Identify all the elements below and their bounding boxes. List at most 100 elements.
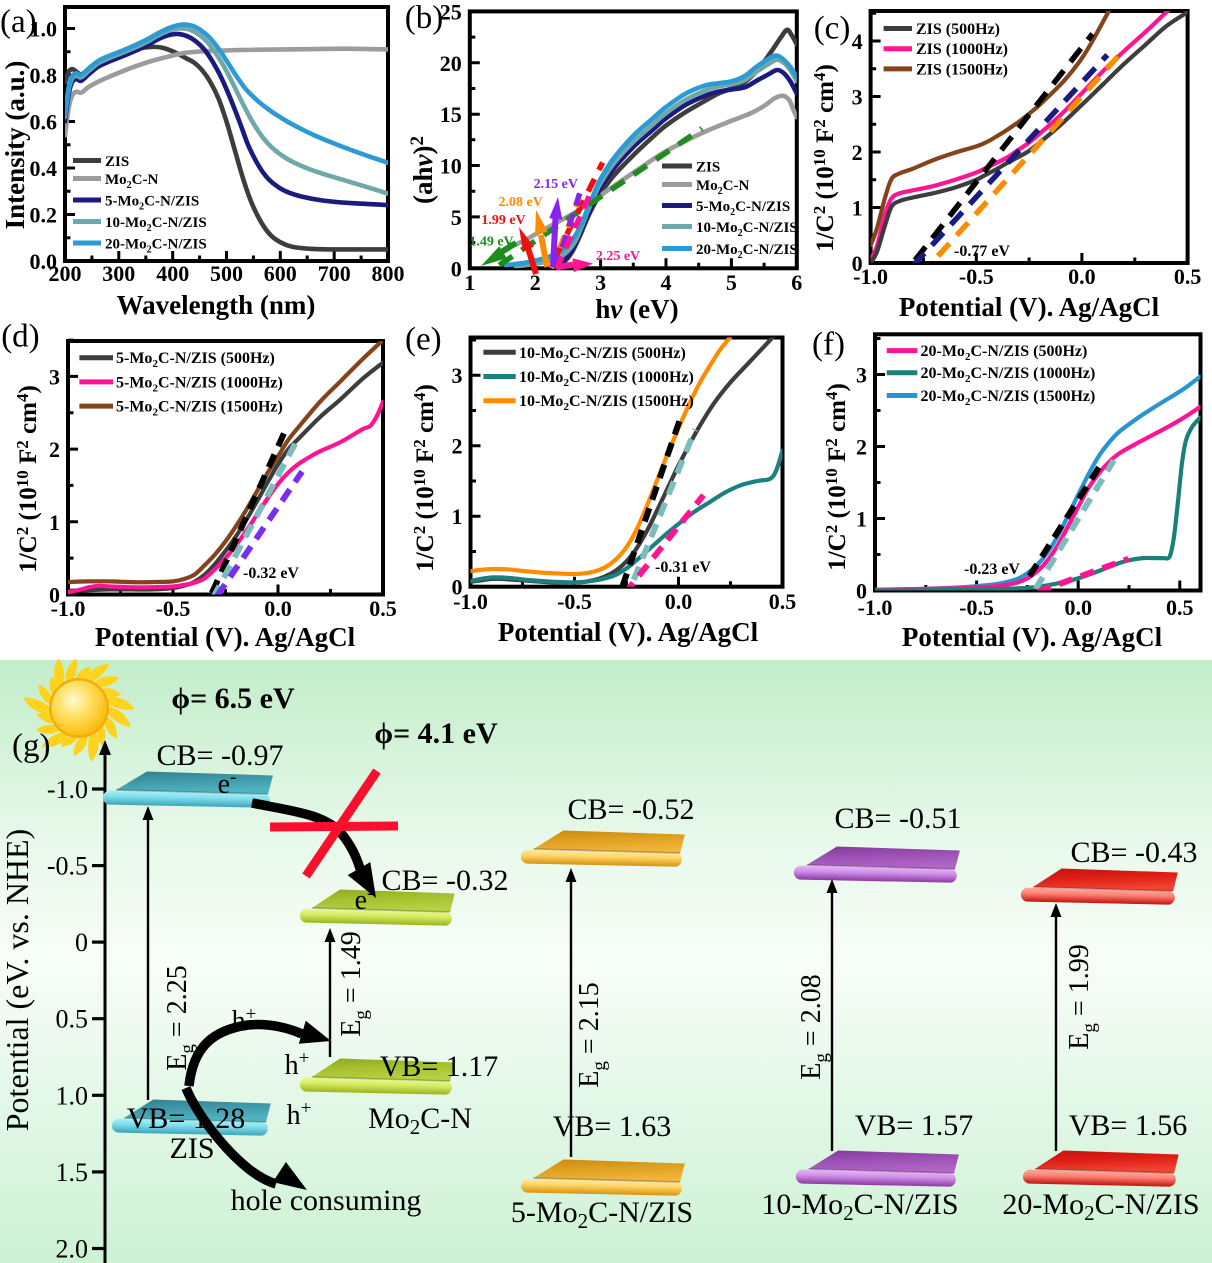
svg-text:0.5: 0.5 [1166, 595, 1194, 620]
svg-text:2.15 eV: 2.15 eV [534, 177, 578, 192]
svg-text:500: 500 [210, 261, 243, 286]
svg-text:5-Mo2C-N/ZIS: 5-Mo2C-N/ZIS [696, 199, 790, 218]
svg-text:0.0: 0.0 [1068, 264, 1096, 289]
svg-text:Potential (V). Ag/AgCl: Potential (V). Ag/AgCl [95, 622, 356, 652]
svg-text:Mo2C-N: Mo2C-N [105, 172, 158, 191]
svg-text:-0.5: -0.5 [47, 852, 88, 881]
svg-text:Eg = 1.99: Eg = 1.99 [1064, 944, 1100, 1049]
svg-text:0: 0 [75, 928, 88, 957]
svg-text:1.49 eV: 1.49 eV [469, 235, 513, 250]
svg-text:ZIS: ZIS [105, 154, 129, 170]
svg-text:VB= 1.57: VB= 1.57 [855, 1109, 974, 1142]
svg-text:1.0: 1.0 [30, 17, 58, 42]
svg-text:10-Mo2C-N/ZIS (500Hz): 10-Mo2C-N/ZIS (500Hz) [519, 345, 686, 365]
svg-text:1: 1 [856, 507, 867, 532]
svg-text:-0.23 eV: -0.23 eV [964, 561, 1020, 578]
svg-text:(a): (a) [0, 4, 37, 40]
svg-text:4: 4 [852, 29, 863, 54]
svg-text:(e): (e) [405, 321, 442, 357]
svg-text:-1.0: -1.0 [853, 264, 888, 289]
svg-text:10-Mo2C-N/ZIS: 10-Mo2C-N/ZIS [105, 215, 207, 234]
svg-text:2: 2 [852, 140, 863, 165]
svg-text:20-Mo2C-N/ZIS (1500Hz): 20-Mo2C-N/ZIS (1500Hz) [921, 388, 1096, 408]
svg-text:1: 1 [852, 196, 863, 221]
svg-text:4: 4 [661, 270, 672, 295]
svg-text:VB= 1.28: VB= 1.28 [127, 1102, 246, 1135]
svg-text:10-Mo2C-N/ZIS (1500Hz): 10-Mo2C-N/ZIS (1500Hz) [519, 393, 694, 413]
svg-text:20-Mo2C-N/ZIS (500Hz): 20-Mo2C-N/ZIS (500Hz) [921, 343, 1088, 363]
svg-text:ZIS (1000Hz): ZIS (1000Hz) [916, 41, 1008, 58]
svg-text:600: 600 [264, 261, 297, 286]
svg-text:CB= -0.32: CB= -0.32 [382, 864, 509, 897]
svg-text:Potential (V). Ag/AgCl: Potential (V). Ag/AgCl [902, 622, 1163, 652]
svg-text:2: 2 [530, 270, 541, 295]
svg-text:-0.77 eV: -0.77 eV [954, 243, 1010, 260]
svg-text:20-Mo2C-N/ZIS: 20-Mo2C-N/ZIS [1002, 1188, 1199, 1225]
svg-text:VB= 1.17: VB= 1.17 [380, 1050, 499, 1083]
svg-text:400: 400 [156, 261, 189, 286]
svg-text:CB= -0.43: CB= -0.43 [1071, 836, 1198, 869]
svg-text:2.0: 2.0 [56, 1235, 89, 1263]
svg-text:(d): (d) [1, 318, 39, 354]
svg-text:-0.31 eV: -0.31 eV [655, 559, 711, 576]
svg-text:20-Mo2C-N/ZIS (1000Hz): 20-Mo2C-N/ZIS (1000Hz) [921, 365, 1096, 385]
svg-text:-0.5: -0.5 [959, 264, 994, 289]
svg-text:1.5: 1.5 [56, 1158, 89, 1187]
svg-text:0.0: 0.0 [1064, 595, 1092, 620]
svg-text:0: 0 [856, 579, 867, 604]
svg-text:2: 2 [49, 437, 60, 462]
svg-text:(f): (f) [812, 326, 845, 362]
svg-text:Potential (eV. vs. NHE): Potential (eV. vs. NHE) [0, 829, 35, 1131]
svg-text:-1.0: -1.0 [453, 589, 488, 614]
svg-text:0.5: 0.5 [769, 589, 797, 614]
svg-text:-0.5: -0.5 [156, 596, 191, 621]
svg-text:Potential (V). Ag/AgCl: Potential (V). Ag/AgCl [899, 292, 1160, 322]
svg-text:1.99 eV: 1.99 eV [481, 213, 525, 228]
svg-text:-1.0: -1.0 [47, 775, 88, 804]
svg-text:Intensity (a.u.): Intensity (a.u.) [0, 61, 30, 230]
svg-text:ZIS (500Hz): ZIS (500Hz) [916, 21, 1000, 38]
svg-text:1/C2 (1010 F2 cm4): 1/C2 (1010 F2 cm4) [810, 64, 839, 252]
svg-text:2: 2 [452, 434, 463, 459]
svg-text:0.5: 0.5 [369, 596, 397, 621]
svg-text:(ahv)2: (ahv)2 [407, 136, 438, 204]
svg-text:CB= -0.51: CB= -0.51 [835, 802, 962, 835]
svg-text:(b): (b) [405, 0, 443, 36]
svg-text:0.0: 0.0 [264, 596, 292, 621]
svg-text:(g): (g) [12, 728, 50, 764]
svg-text:800: 800 [372, 261, 405, 286]
svg-text:0: 0 [49, 583, 60, 608]
svg-text:0: 0 [852, 251, 863, 276]
svg-text:-0.5: -0.5 [959, 595, 994, 620]
svg-text:3: 3 [856, 363, 867, 388]
svg-text:1/C2 (1010 F2 cm4): 1/C2 (1010 F2 cm4) [13, 385, 42, 573]
svg-text:1: 1 [464, 270, 475, 295]
svg-text:0.5: 0.5 [56, 1005, 89, 1034]
svg-text:VB= 1.56: VB= 1.56 [1069, 1109, 1188, 1142]
svg-text:Mo2C-N: Mo2C-N [368, 1102, 472, 1139]
svg-text:Potential (V). Ag/AgCl: Potential (V). Ag/AgCl [498, 617, 759, 647]
svg-text:Mo2C-N: Mo2C-N [696, 178, 749, 197]
svg-text:VB= 1.63: VB= 1.63 [553, 1110, 672, 1143]
svg-text:0.6: 0.6 [30, 110, 58, 135]
svg-text:5-Mo2C-N/ZIS: 5-Mo2C-N/ZIS [511, 1196, 693, 1233]
svg-text:20-Mo2C-N/ZIS: 20-Mo2C-N/ZIS [696, 242, 798, 261]
svg-text:-0.32 eV: -0.32 eV [243, 565, 299, 582]
svg-text:5: 5 [726, 270, 737, 295]
svg-text:hole consuming: hole consuming [231, 1184, 422, 1217]
svg-text:3: 3 [49, 364, 60, 389]
svg-text:ZIS: ZIS [170, 1132, 215, 1165]
svg-text:2: 2 [856, 435, 867, 460]
svg-text:0.0: 0.0 [665, 589, 693, 614]
svg-text:-1.0: -1.0 [51, 596, 86, 621]
svg-text:200: 200 [49, 261, 82, 286]
svg-text:0.4: 0.4 [30, 156, 58, 181]
svg-text:5-Mo2C-N/ZIS: 5-Mo2C-N/ZIS [105, 194, 199, 213]
svg-text:25: 25 [440, 0, 462, 24]
svg-text:0.2: 0.2 [30, 203, 58, 228]
svg-text:Eg = 2.15: Eg = 2.15 [574, 982, 610, 1087]
svg-text:0: 0 [452, 575, 463, 600]
svg-text:Eg = 1.49: Eg = 1.49 [336, 931, 372, 1036]
svg-text:10: 10 [440, 154, 462, 179]
svg-text:0.0: 0.0 [30, 249, 58, 274]
